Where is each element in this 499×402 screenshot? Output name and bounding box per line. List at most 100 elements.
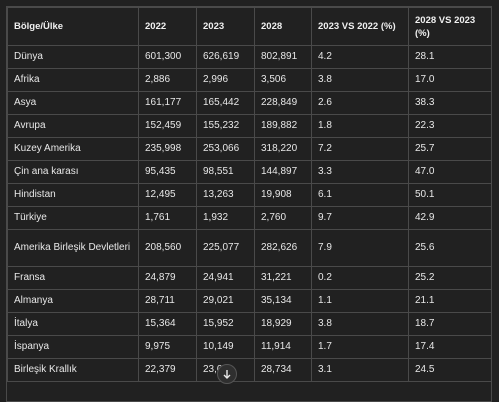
cell-2028: 11,914 <box>254 335 312 359</box>
cell-2023: 626,619 <box>196 45 255 69</box>
table-row: Birleşik Krallık 22,379 23,0 28,734 3.1 24.5 <box>7 358 491 382</box>
cell-2028: 282,626 <box>254 229 312 267</box>
cell-change-2023: 3.1 <box>311 358 409 382</box>
cell-change-2023: 4.2 <box>311 45 409 69</box>
cell-2022: 15,364 <box>138 312 197 336</box>
cell-change-2023: 7.9 <box>311 229 409 267</box>
cell-2028: 189,882 <box>254 114 312 138</box>
table-row: Fransa 24,879 24,941 31,221 0.2 25.2 <box>7 266 491 290</box>
cell-change-2023: 0.2 <box>311 266 409 290</box>
cell-2022: 601,300 <box>138 45 197 69</box>
cell-2022: 24,879 <box>138 266 197 290</box>
header-change-2023: 2023 VS 2022 (%) <box>311 7 409 46</box>
cell-change-2028: 25.6 <box>408 229 491 267</box>
cell-change-2028: 24.5 <box>408 358 491 382</box>
cell-region: Amerika Birleşik Devletleri <box>7 229 139 267</box>
cell-region: Fransa <box>7 266 139 290</box>
cell-2028: 28,734 <box>254 358 312 382</box>
cell-2023: 10,149 <box>196 335 255 359</box>
cell-2023: 1,932 <box>196 206 255 230</box>
cell-2022: 12,495 <box>138 183 197 207</box>
header-2028: 2028 <box>254 7 312 46</box>
cell-change-2028: 38.3 <box>408 91 491 115</box>
cell-change-2023: 3.8 <box>311 312 409 336</box>
cell-2022: 95,435 <box>138 160 197 184</box>
cell-region: İspanya <box>7 335 139 359</box>
cell-change-2028: 17.0 <box>408 68 491 92</box>
cell-change-2023: 3.8 <box>311 68 409 92</box>
cell-2023: 253,066 <box>196 137 255 161</box>
cell-region: İtalya <box>7 312 139 336</box>
cell-change-2023: 7.2 <box>311 137 409 161</box>
cell-2022: 9,975 <box>138 335 197 359</box>
table-row: Almanya 28,711 29,021 35,134 1.1 21.1 <box>7 289 491 313</box>
cell-change-2028: 25.7 <box>408 137 491 161</box>
cell-change-2028: 47.0 <box>408 160 491 184</box>
cell-change-2028: 25.2 <box>408 266 491 290</box>
data-table-container[interactable]: Bölge/Ülke 2022 2023 2028 2023 VS 2022 (… <box>6 6 492 402</box>
table-row: Türkiye 1,761 1,932 2,760 9.7 42.9 <box>7 206 491 230</box>
table-row: İtalya 15,364 15,952 18,929 3.8 18.7 <box>7 312 491 336</box>
header-2022: 2022 <box>138 7 197 46</box>
table-row: Çin ana karası 95,435 98,551 144,897 3.3 47.0 <box>7 160 491 184</box>
cell-change-2028: 17.4 <box>408 335 491 359</box>
table-header-row: Bölge/Ülke 2022 2023 2028 2023 VS 2022 (… <box>7 7 491 46</box>
cell-change-2023: 1.7 <box>311 335 409 359</box>
cell-region: Avrupa <box>7 114 139 138</box>
cell-2023: 165,442 <box>196 91 255 115</box>
cell-2022: 208,560 <box>138 229 197 267</box>
cell-change-2028: 50.1 <box>408 183 491 207</box>
table-row: Afrika 2,886 2,996 3,506 3.8 17.0 <box>7 68 491 92</box>
table-row: Amerika Birleşik Devletleri 208,560 225,07… <box>7 229 491 267</box>
cell-region: Kuzey Amerika <box>7 137 139 161</box>
cell-2023: 98,551 <box>196 160 255 184</box>
cell-2022: 22,379 <box>138 358 197 382</box>
cell-region: Çin ana karası <box>7 160 139 184</box>
table-row: İspanya 9,975 10,149 11,914 1.7 17.4 <box>7 335 491 359</box>
cell-change-2028: 28.1 <box>408 45 491 69</box>
cell-change-2028: 22.3 <box>408 114 491 138</box>
cell-2022: 1,761 <box>138 206 197 230</box>
table-row: Kuzey Amerika 235,998 253,066 318,220 7.2 25.… <box>7 137 491 161</box>
header-region: Bölge/Ülke <box>7 7 139 46</box>
header-change-2028: 2028 VS 2023 (%) <box>408 7 491 46</box>
cell-2028: 318,220 <box>254 137 312 161</box>
cell-2023: 29,021 <box>196 289 255 313</box>
cell-2028: 2,760 <box>254 206 312 230</box>
header-2023: 2023 <box>196 7 255 46</box>
cell-change-2023: 3.3 <box>311 160 409 184</box>
cell-2022: 235,998 <box>138 137 197 161</box>
cell-2023: 2,996 <box>196 68 255 92</box>
cell-region: Almanya <box>7 289 139 313</box>
table-row: Asya 161,177 165,442 228,849 2.6 38.3 <box>7 91 491 115</box>
cell-2023: 15,952 <box>196 312 255 336</box>
cell-2023: 155,232 <box>196 114 255 138</box>
cell-2028: 802,891 <box>254 45 312 69</box>
cell-change-2023: 1.8 <box>311 114 409 138</box>
data-table: Bölge/Ülke 2022 2023 2028 2023 VS 2022 (… <box>7 7 491 382</box>
cell-region: Asya <box>7 91 139 115</box>
cell-2022: 152,459 <box>138 114 197 138</box>
cell-region: Afrika <box>7 68 139 92</box>
cell-2028: 19,908 <box>254 183 312 207</box>
cell-2028: 3,506 <box>254 68 312 92</box>
cell-region: Dünya <box>7 45 139 69</box>
cell-2028: 31,221 <box>254 266 312 290</box>
cell-2022: 28,711 <box>138 289 197 313</box>
cell-2022: 2,886 <box>138 68 197 92</box>
cell-2023: 13,263 <box>196 183 255 207</box>
arrow-down-icon <box>223 370 231 379</box>
cell-2028: 144,897 <box>254 160 312 184</box>
cell-change-2028: 18.7 <box>408 312 491 336</box>
cell-2028: 35,134 <box>254 289 312 313</box>
table-row: Hindistan 12,495 13,263 19,908 6.1 50.1 <box>7 183 491 207</box>
cell-change-2023: 1.1 <box>311 289 409 313</box>
cell-change-2023: 6.1 <box>311 183 409 207</box>
cell-2028: 18,929 <box>254 312 312 336</box>
cell-2023: 24,941 <box>196 266 255 290</box>
table-row: Avrupa 152,459 155,232 189,882 1.8 22.3 <box>7 114 491 138</box>
cell-2022: 161,177 <box>138 91 197 115</box>
cell-change-2028: 42.9 <box>408 206 491 230</box>
scroll-down-button[interactable] <box>217 364 237 384</box>
